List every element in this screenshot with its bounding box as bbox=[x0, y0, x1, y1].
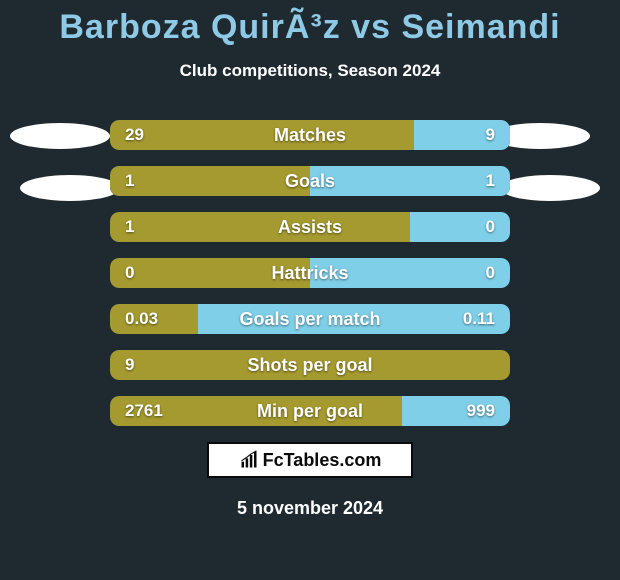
bar-right-segment bbox=[402, 396, 510, 426]
player-left-badge-2 bbox=[20, 175, 120, 201]
brand-text: FcTables.com bbox=[263, 450, 382, 471]
brand-box[interactable]: FcTables.com bbox=[207, 442, 413, 478]
bar-left-segment bbox=[110, 396, 402, 426]
brand-icon bbox=[239, 450, 259, 470]
stat-row: 11Goals bbox=[110, 166, 510, 196]
page-subtitle: Club competitions, Season 2024 bbox=[0, 61, 620, 81]
player-left-badge-1 bbox=[10, 123, 110, 149]
bar-right-segment bbox=[310, 258, 510, 288]
stat-row: 2761999Min per goal bbox=[110, 396, 510, 426]
bar-left-segment bbox=[110, 350, 510, 380]
bar-right-segment bbox=[310, 166, 510, 196]
stat-row: 299Matches bbox=[110, 120, 510, 150]
bar-left-segment bbox=[110, 166, 310, 196]
bar-left-segment bbox=[110, 212, 410, 242]
bar-left-segment bbox=[110, 304, 198, 334]
bar-left-segment bbox=[110, 120, 414, 150]
page-title: Barboza QuirÃ³z vs Seimandi bbox=[0, 0, 620, 47]
bar-left-segment bbox=[110, 258, 310, 288]
bar-right-segment bbox=[414, 120, 510, 150]
stat-row: 0.030.11Goals per match bbox=[110, 304, 510, 334]
stat-row: 00Hattricks bbox=[110, 258, 510, 288]
player-right-badge-2 bbox=[500, 175, 600, 201]
stat-row: 10Assists bbox=[110, 212, 510, 242]
stat-row: 9Shots per goal bbox=[110, 350, 510, 380]
date-text: 5 november 2024 bbox=[0, 498, 620, 519]
bar-right-segment bbox=[198, 304, 510, 334]
bar-right-segment bbox=[410, 212, 510, 242]
comparison-bars: 299Matches 11Goals 10Assists 00Hattricks 0.0… bbox=[110, 120, 510, 442]
